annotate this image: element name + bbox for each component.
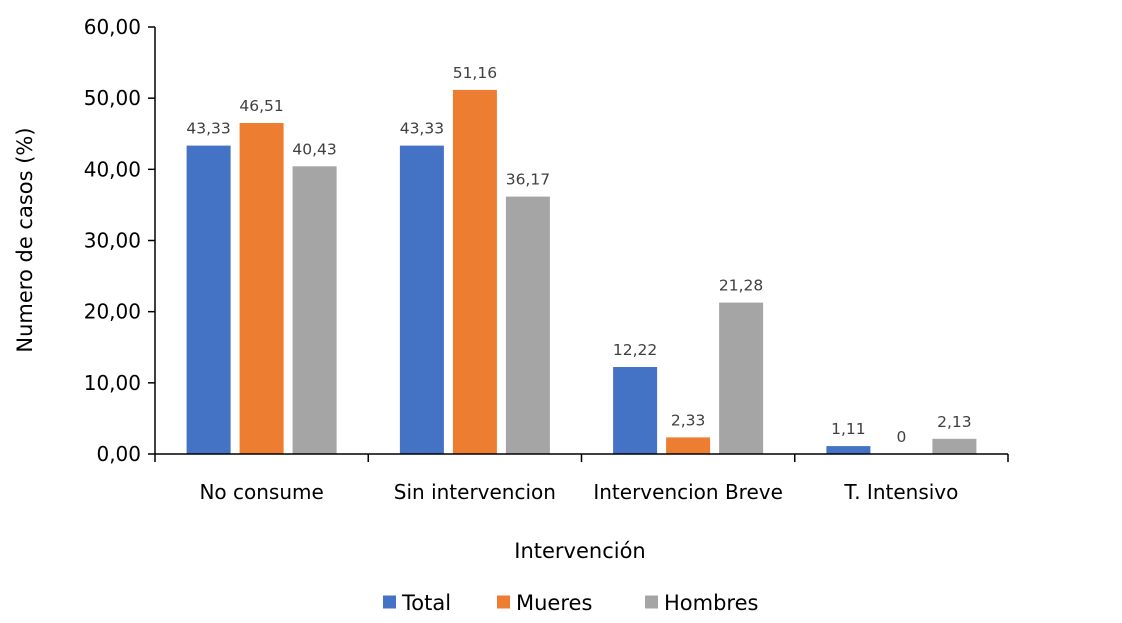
bar-total-4 [826,446,871,454]
legend-label-mueres: Mueres [516,591,592,615]
data-labels-layer: 43,33 43,33 12,22 1,11 46,51 51,16 2,33 0 40,43 3… [186,64,971,446]
data-label-hombres-2: 36,17 [506,171,550,189]
data-label-mueres-2: 51,16 [453,64,497,82]
x-tick-label: Sin intervencion [394,480,556,504]
bar-total-2 [399,145,444,454]
y-tick-label: 10,00 [84,371,141,395]
x-axis-title: Intervención [514,539,646,563]
data-label-mueres-4: 0 [896,428,906,446]
data-label-total-3: 12,22 [613,341,657,359]
y-tick-label: 60,00 [84,15,141,39]
y-tick-label: 30,00 [84,229,141,253]
bar-hombres-1 [292,166,337,455]
data-label-total-4: 1,11 [831,420,866,438]
x-tick-label: No consume [199,480,323,504]
bar-hombres-2 [505,196,550,454]
bar-hombres-4 [932,438,977,454]
bar-total-1 [186,145,231,454]
y-tick-label: 40,00 [84,157,141,181]
data-label-hombres-4: 2,13 [937,413,972,431]
legend-swatch-mueres [497,595,510,609]
legend-swatch-total [383,595,396,609]
bar-mueres-2 [452,89,497,455]
bar-mueres-1 [239,123,284,454]
y-tick-label: 50,00 [84,86,141,110]
bar-mueres-3 [666,437,711,454]
axes-layer: 0,00 10,00 20,00 30,00 40,00 50,00 60,00 No con… [84,15,1009,504]
data-label-mueres-3: 2,33 [671,411,706,429]
data-label-hombres-3: 21,28 [719,277,763,295]
x-tick-label: T. Intensivo [843,480,958,504]
legend-label-total: Total [401,591,451,615]
y-tick-label: 0,00 [96,442,141,466]
legend: Total Mueres Hombres [383,591,758,615]
bar-total-3 [613,367,658,454]
y-tick-label: 20,00 [84,300,141,324]
data-label-total-1: 43,33 [186,120,230,138]
x-tick-label: Intervencion Breve [593,480,783,504]
legend-swatch-hombres [645,595,658,609]
y-axis-title: Numero de casos (%) [13,127,37,352]
legend-label-hombres: Hombres [664,591,758,615]
data-label-hombres-1: 40,43 [292,140,336,158]
bar-hombres-3 [719,302,764,454]
bars-layer [186,89,977,455]
data-label-total-2: 43,33 [400,120,444,138]
data-label-mueres-1: 46,51 [239,97,283,115]
